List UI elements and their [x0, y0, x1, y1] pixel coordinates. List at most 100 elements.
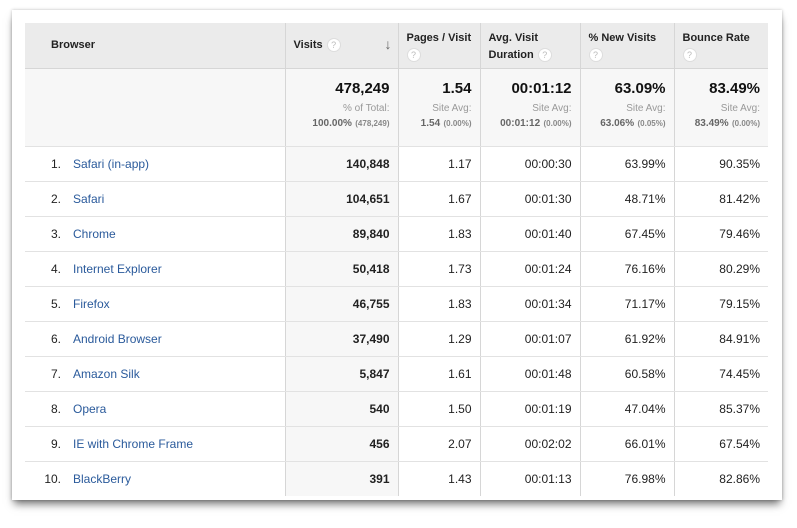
browser-link[interactable]: Firefox — [73, 296, 110, 311]
browser-link[interactable]: Opera — [73, 401, 107, 416]
pages-per-visit-cell: 1.43 — [398, 461, 481, 496]
column-header-bounce-rate[interactable]: Bounce Rate? — [674, 23, 768, 69]
avg-duration-cell: 00:01:30 — [480, 181, 581, 217]
new-visits-cell: 63.99% — [580, 146, 675, 182]
browser-link[interactable]: Amazon Silk — [73, 366, 140, 381]
pages-per-visit-cell: 1.83 — [398, 286, 481, 322]
table-row: 6. Android Browser 37,490 1.29 00:01:07 61.92… — [25, 321, 768, 357]
visits-cell: 456 — [285, 426, 399, 462]
browser-cell: 5. Firefox — [25, 286, 286, 322]
bounce-rate-cell: 67.54% — [674, 426, 768, 462]
help-icon[interactable]: ? — [406, 48, 421, 63]
row-rank: 5. — [50, 296, 61, 311]
table-row: 3. Chrome 89,840 1.83 00:01:40 67.45% 79.46% — [25, 216, 768, 252]
bounce-rate-cell: 84.91% — [674, 321, 768, 357]
summary-new-visits: 63.09% Site Avg: 63.06% (0.05%) — [580, 68, 675, 147]
pages-per-visit-cell: 1.29 — [398, 321, 481, 357]
new-visits-cell: 67.45% — [580, 216, 675, 252]
column-header-pages-per-visit[interactable]: Pages / Visit? — [398, 23, 481, 69]
pages-per-visit-cell: 1.73 — [398, 251, 481, 287]
row-rank: 1. — [50, 156, 61, 171]
browser-link[interactable]: IE with Chrome Frame — [73, 436, 194, 451]
help-icon[interactable]: ? — [326, 37, 341, 52]
avg-duration-cell: 00:01:48 — [480, 356, 581, 392]
bounce-rate-cell: 79.46% — [674, 216, 768, 252]
new-visits-cell: 61.92% — [580, 321, 675, 357]
table-row: 9. IE with Chrome Frame 456 2.07 00:02:02 66.… — [25, 426, 768, 462]
new-visits-cell: 76.98% — [580, 461, 675, 496]
help-icon[interactable]: ? — [537, 48, 552, 63]
bounce-rate-cell: 81.42% — [674, 181, 768, 217]
browser-link[interactable]: Chrome — [73, 226, 116, 241]
table-row: 7. Amazon Silk 5,847 1.61 00:01:48 60.58% 74.4… — [25, 356, 768, 392]
visits-cell: 46,755 — [285, 286, 399, 322]
avg-duration-cell: 00:01:40 — [480, 216, 581, 252]
pages-per-visit-cell: 1.67 — [398, 181, 481, 217]
column-header-new-visits[interactable]: % New Visits? — [580, 23, 675, 69]
summary-pages-per-visit: 1.54 Site Avg: 1.54 (0.00%) — [398, 68, 481, 147]
visits-cell: 540 — [285, 391, 399, 427]
new-visits-cell: 66.01% — [580, 426, 675, 462]
browser-report-table: Browser Visits? ↓ Pages / Visit? Avg. Vis… — [25, 23, 768, 496]
pages-per-visit-cell: 1.50 — [398, 391, 481, 427]
browser-link[interactable]: Android Browser — [73, 331, 162, 346]
browser-link[interactable]: BlackBerry — [73, 471, 132, 486]
visits-cell: 37,490 — [285, 321, 399, 357]
bounce-rate-cell: 82.86% — [719, 471, 760, 486]
help-icon[interactable]: ? — [682, 48, 697, 63]
sort-descending-icon[interactable]: ↓ — [384, 36, 392, 52]
table-row: 4. Internet Explorer 50,418 1.73 00:01:24 76.… — [25, 251, 768, 287]
pages-per-visit-cell: 1.83 — [398, 216, 481, 252]
column-header-browser[interactable]: Browser — [25, 23, 286, 69]
avg-duration-cell: 00:01:34 — [480, 286, 581, 322]
visits-cell: 391 — [285, 461, 399, 496]
browser-cell: 9. IE with Chrome Frame — [25, 426, 286, 462]
report-card: Browser Visits? ↓ Pages / Visit? Avg. Vis… — [12, 10, 782, 500]
table-row: 2. Safari 104,651 1.67 00:01:30 48.71% 81.42% — [25, 181, 768, 217]
row-rank: 6. — [50, 331, 61, 346]
avg-duration-cell: 00:01:13 — [480, 461, 581, 496]
header-row: Browser Visits? ↓ Pages / Visit? Avg. Vis… — [25, 23, 768, 69]
table-row: 5. Firefox 46,755 1.83 00:01:34 71.17% 79.15% — [25, 286, 768, 322]
browser-cell: 10. BlackBerry — [25, 461, 286, 496]
table-row: 8. Opera 540 1.50 00:01:19 47.04% 85.37% — [25, 391, 768, 427]
new-visits-cell: 48.71% — [580, 181, 675, 217]
visits-cell: 104,651 — [285, 181, 399, 217]
summary-bounce-rate: 83.49% Site Avg: 83.49% (0.00%) — [674, 68, 768, 147]
summary-avg-duration: 00:01:12 Site Avg: 00:01:12 (0.00%) — [480, 68, 581, 147]
avg-duration-cell: 00:01:19 — [480, 391, 581, 427]
visits-cell: 50,418 — [285, 251, 399, 287]
browser-cell: 8. Opera — [25, 391, 286, 427]
column-header-visits[interactable]: Visits? ↓ — [285, 23, 399, 69]
table-row: 10. BlackBerry 391 1.43 00:01:13 76.98% 82.86% — [25, 461, 768, 496]
visits-cell: 5,847 — [285, 356, 399, 392]
row-rank: 10. — [44, 471, 61, 486]
bounce-rate-cell: 74.45% — [674, 356, 768, 392]
visits-cell: 89,840 — [285, 216, 399, 252]
browser-cell: 7. Amazon Silk — [25, 356, 286, 392]
bounce-rate-cell: 79.15% — [674, 286, 768, 322]
new-visits-cell: 76.16% — [580, 251, 675, 287]
browser-link[interactable]: Safari (in-app) — [73, 156, 150, 171]
help-icon[interactable]: ? — [588, 48, 603, 63]
row-rank: 4. — [50, 261, 61, 276]
new-visits-cell: 71.17% — [580, 286, 675, 322]
table-row: 1. Safari (in-app) 140,848 1.17 00:00:30 63.9… — [25, 146, 768, 182]
summary-visits: 478,249% of Total: 100.00% (478,249) — [285, 68, 399, 147]
browser-link[interactable]: Internet Explorer — [73, 261, 162, 276]
avg-duration-cell: 00:01:24 — [480, 251, 581, 287]
avg-duration-cell: 00:00:30 — [480, 146, 581, 182]
row-rank: 9. — [50, 436, 61, 451]
visits-cell: 140,848 — [285, 146, 399, 182]
summary-blank — [25, 68, 286, 147]
avg-duration-cell: 00:02:02 — [480, 426, 581, 462]
browser-cell: 3. Chrome — [25, 216, 286, 252]
row-rank: 3. — [50, 226, 61, 241]
row-rank: 8. — [50, 401, 61, 416]
new-visits-cell: 60.58% — [580, 356, 675, 392]
pages-per-visit-cell: 2.07 — [398, 426, 481, 462]
new-visits-cell: 47.04% — [580, 391, 675, 427]
column-header-avg-visit-duration[interactable]: Avg. Visit Duration? — [480, 23, 581, 69]
browser-link[interactable]: Safari — [73, 191, 105, 206]
bounce-rate-cell: 85.37% — [674, 391, 768, 427]
